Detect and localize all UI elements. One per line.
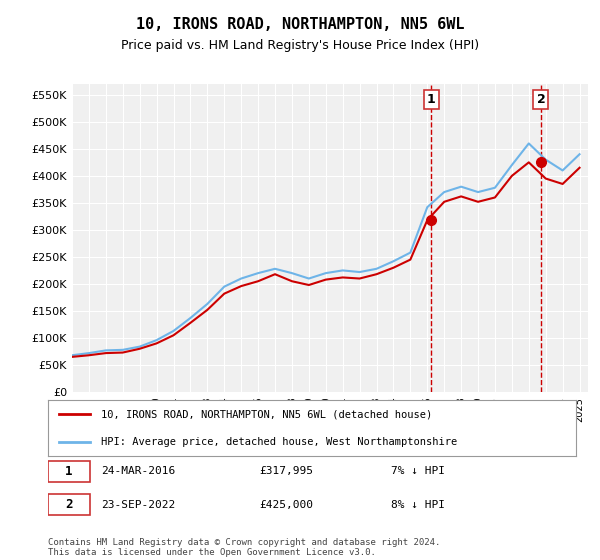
Text: Price paid vs. HM Land Registry's House Price Index (HPI): Price paid vs. HM Land Registry's House … xyxy=(121,39,479,52)
Text: 1: 1 xyxy=(65,465,73,478)
Text: £425,000: £425,000 xyxy=(259,500,313,510)
Text: 8% ↓ HPI: 8% ↓ HPI xyxy=(391,500,445,510)
Text: 7% ↓ HPI: 7% ↓ HPI xyxy=(391,466,445,476)
Text: 10, IRONS ROAD, NORTHAMPTON, NN5 6WL (detached house): 10, IRONS ROAD, NORTHAMPTON, NN5 6WL (de… xyxy=(101,409,432,419)
Text: 24-MAR-2016: 24-MAR-2016 xyxy=(101,466,175,476)
Text: 10, IRONS ROAD, NORTHAMPTON, NN5 6WL: 10, IRONS ROAD, NORTHAMPTON, NN5 6WL xyxy=(136,17,464,32)
Text: Contains HM Land Registry data © Crown copyright and database right 2024.
This d: Contains HM Land Registry data © Crown c… xyxy=(48,538,440,557)
Text: 2: 2 xyxy=(65,498,73,511)
Text: 1: 1 xyxy=(427,93,436,106)
FancyBboxPatch shape xyxy=(48,461,90,482)
Text: £317,995: £317,995 xyxy=(259,466,313,476)
Text: 23-SEP-2022: 23-SEP-2022 xyxy=(101,500,175,510)
Text: 2: 2 xyxy=(536,93,545,106)
FancyBboxPatch shape xyxy=(48,494,90,515)
Text: HPI: Average price, detached house, West Northamptonshire: HPI: Average price, detached house, West… xyxy=(101,437,457,447)
